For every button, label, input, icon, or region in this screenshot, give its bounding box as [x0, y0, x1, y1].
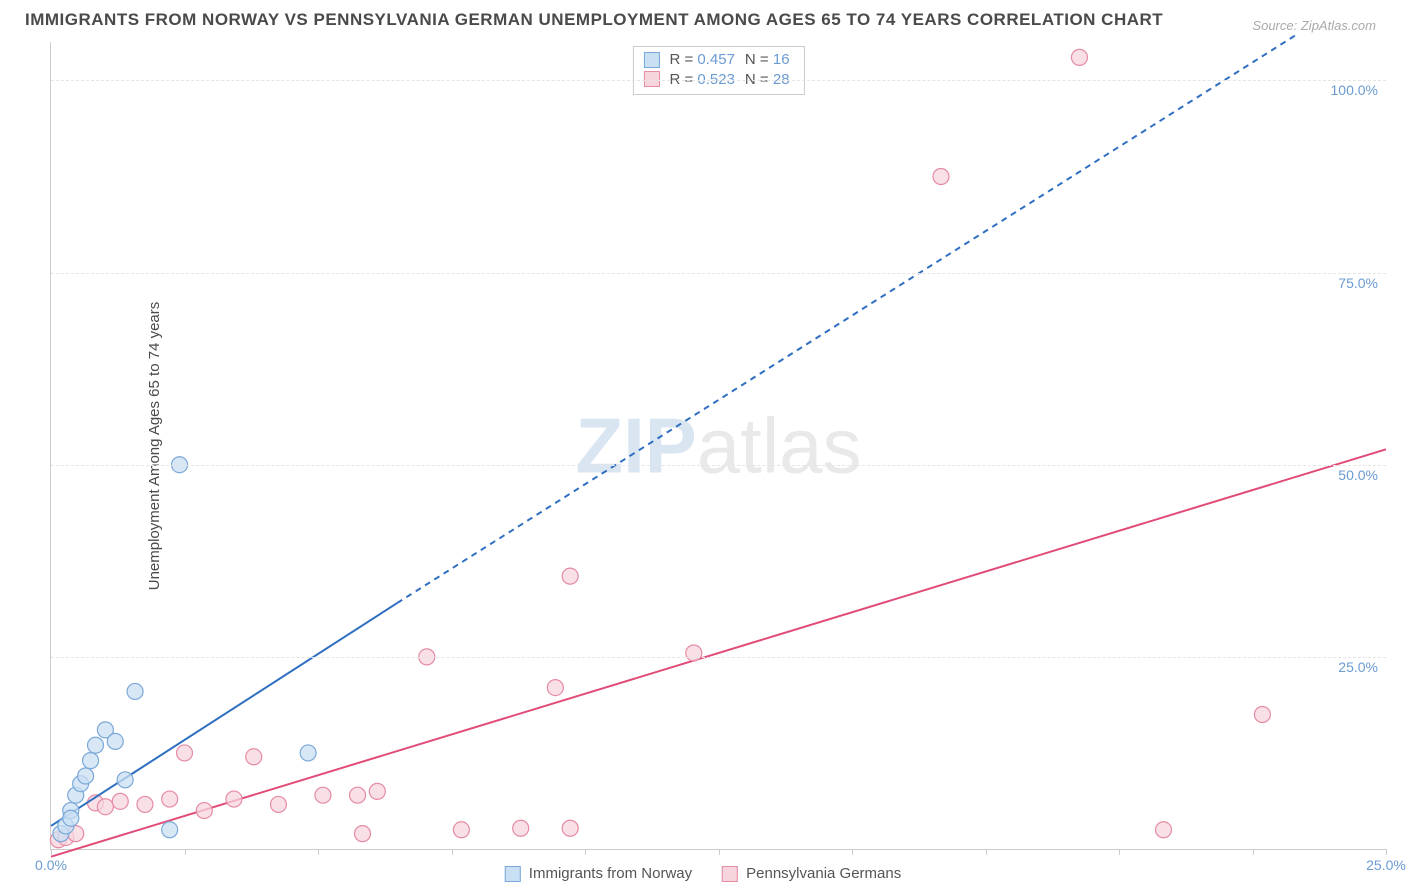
y-tick-label: 75.0% — [1338, 275, 1378, 291]
legend-item-pa-german: Pennsylvania Germans — [722, 865, 901, 882]
swatch-pa-german — [643, 71, 659, 87]
legend-bottom: Immigrants from Norway Pennsylvania Germ… — [505, 865, 901, 882]
y-tick-label: 25.0% — [1338, 659, 1378, 675]
r-stat: R = 0.457 — [669, 50, 734, 70]
chart-plot-area: ZIPatlas R = 0.457 N = 16 R = 0.523 N = … — [50, 42, 1386, 850]
r-stat: R = 0.523 — [669, 70, 734, 90]
source-label: Source: — [1252, 18, 1297, 33]
swatch-pa-german — [722, 866, 738, 882]
x-tick-label: 0.0% — [35, 857, 67, 873]
y-tick-label: 50.0% — [1338, 467, 1378, 483]
legend-label: Immigrants from Norway — [529, 865, 692, 882]
swatch-norway — [643, 52, 659, 68]
source-credit: Source: ZipAtlas.com — [1252, 18, 1376, 33]
y-tick-label: 100.0% — [1331, 82, 1378, 98]
legend-label: Pennsylvania Germans — [746, 865, 901, 882]
legend-stats-row: R = 0.457 N = 16 — [643, 50, 789, 70]
legend-stats-row: R = 0.523 N = 28 — [643, 70, 789, 90]
source-value: ZipAtlas.com — [1301, 18, 1376, 33]
legend-item-norway: Immigrants from Norway — [505, 865, 692, 882]
swatch-norway — [505, 866, 521, 882]
n-stat: N = 28 — [745, 70, 790, 90]
chart-title: IMMIGRANTS FROM NORWAY VS PENNSYLVANIA G… — [25, 10, 1163, 30]
x-tick-label: 25.0% — [1366, 857, 1406, 873]
chart-svg — [51, 42, 1386, 849]
n-stat: N = 16 — [745, 50, 790, 70]
legend-stats-box: R = 0.457 N = 16 R = 0.523 N = 28 — [632, 46, 804, 95]
